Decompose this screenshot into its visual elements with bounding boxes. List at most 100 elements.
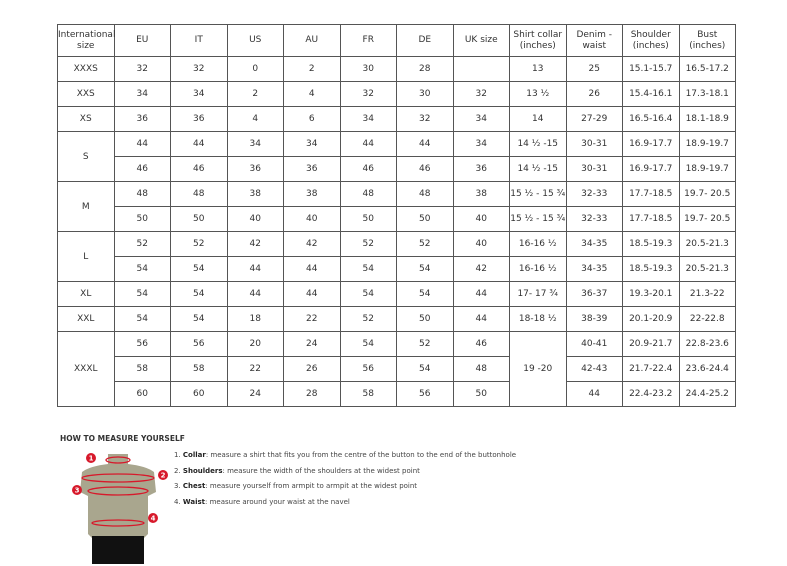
table-cell: 52	[170, 231, 228, 257]
table-cell: 32-33	[565, 206, 623, 232]
measurement-step: 4. Waist: measure around your waist at t…	[174, 498, 516, 514]
table-cell: 14	[509, 106, 567, 132]
table-cell: 44	[113, 131, 171, 157]
step-number: 4.	[174, 498, 181, 507]
table-cell: 34	[226, 131, 284, 157]
column-header: IT	[170, 24, 228, 57]
table-cell: 44	[452, 306, 510, 332]
table-cell: 18.5-19.3	[622, 231, 680, 257]
table-cell: 54	[396, 256, 454, 282]
table-cell: 40	[452, 206, 510, 232]
table-cell: 44	[283, 281, 341, 307]
table-cell: 44	[396, 131, 454, 157]
step-text: : measure the width of the shoulders at …	[222, 466, 420, 475]
measurement-steps: 1. Collar: measure a shirt that fits you…	[174, 451, 516, 514]
column-header: Shirt collar (inches)	[509, 24, 567, 57]
size-label: XL	[57, 281, 115, 307]
table-cell: 46	[113, 156, 171, 182]
table-cell: 44	[565, 381, 623, 407]
table-cell: 24	[283, 331, 341, 357]
table-row: L 52 52 42 42 52 52 40 16-16 ½ 34-35 18.5-19.3 20.5…	[57, 231, 736, 282]
table-cell: 18.5-19.3	[622, 256, 680, 282]
table-row: XL 54 54 44 44 54 54 44 17- 17 ¾ 36-37 19.3-20.1 21…	[57, 281, 736, 307]
table-cell: 42	[452, 256, 510, 282]
table-cell: 54	[170, 306, 228, 332]
table-cell: 56	[339, 356, 397, 382]
table-cell: 34	[339, 106, 397, 132]
table-cell: 38	[283, 181, 341, 207]
table-cell: 46	[170, 156, 228, 182]
table-cell: 52	[113, 231, 171, 257]
table-cell: 36	[452, 156, 510, 182]
table-cell: 17- 17 ¾	[509, 281, 567, 307]
svg-text:4: 4	[151, 515, 156, 523]
table-cell: 54	[170, 256, 228, 282]
table-cell: 54	[339, 256, 397, 282]
step-term: Waist	[182, 498, 206, 507]
column-header: Denim - waist	[565, 24, 623, 57]
table-cell: 15.1-15.7	[622, 56, 680, 82]
table-cell: 40	[283, 206, 341, 232]
table-cell: 48	[452, 356, 510, 382]
table-cell: 36	[283, 156, 341, 182]
step-term: Chest	[182, 482, 206, 491]
table-cell: 21.3-22	[678, 281, 736, 307]
table-cell: 15 ½ - 15 ¾	[509, 181, 567, 207]
table-cell: 36	[226, 156, 284, 182]
table-cell: 54	[113, 306, 171, 332]
table-cell: 46	[396, 156, 454, 182]
table-cell: 44	[226, 256, 284, 282]
table-cell: 52	[396, 231, 454, 257]
table-row: XXL 54 54 18 22 52 50 44 18-18 ½ 38-39 20.1-20.9 22…	[57, 306, 736, 332]
table-cell: 46	[339, 156, 397, 182]
table-cell: 30-31	[565, 131, 623, 157]
table-cell: 24	[226, 381, 284, 407]
table-cell: 4	[283, 81, 341, 107]
table-cell: 48	[170, 181, 228, 207]
step-text: : measure yourself from armpit to armpit…	[205, 482, 418, 491]
table-cell: 28	[283, 381, 341, 407]
table-cell: 44	[452, 281, 510, 307]
table-row: 50 50 40 40 50 50 40 15 ½ - 15 ¾ 32-33 17.7-18.5 1…	[58, 206, 736, 232]
table-cell: 32	[396, 106, 454, 132]
table-row: XXXL 56 56 20 24 54 52 46 19 -20 40-41 20.9-21.7 22…	[57, 331, 736, 407]
table-cell: 22-22.8	[678, 306, 736, 332]
table-cell: 24.4-25.2	[678, 381, 736, 407]
table-cell: 54	[113, 256, 171, 282]
table-cell: 50	[396, 206, 454, 232]
table-cell: 50	[170, 206, 228, 232]
table-cell: 44	[283, 256, 341, 282]
table-cell: 18.9-19.7	[678, 131, 736, 157]
table-cell: 34-35	[565, 256, 623, 282]
table-cell: 15.4-16.1	[622, 81, 680, 107]
table-row: 58 58 22 26 56 54 48 42-43 21.7-22.4 23.6-24.4	[58, 356, 736, 382]
column-header: International size	[57, 24, 115, 57]
step-term: Collar	[182, 451, 206, 459]
table-cell: 48	[396, 181, 454, 207]
table-cell: 44	[170, 131, 228, 157]
table-cell	[452, 56, 510, 82]
table-row: M 48 48 38 38 48 48 38 15 ½ - 15 ¾ 32-33 17.7-18.5…	[57, 181, 736, 232]
table-cell: 50	[339, 206, 397, 232]
size-label: XXXS	[57, 56, 115, 82]
table-cell: 21.7-22.4	[622, 356, 680, 382]
svg-text:1: 1	[89, 455, 94, 463]
table-cell: 19.3-20.1	[622, 281, 680, 307]
step-number: 3.	[174, 482, 181, 491]
table-cell: 14 ½ -15	[509, 156, 567, 182]
table-cell: 56	[113, 331, 171, 357]
column-header: US	[226, 24, 284, 57]
step-text: : measure a shirt that fits you from the…	[205, 451, 517, 459]
table-cell: 14 ½ -15	[509, 131, 567, 157]
table-cell: 34	[452, 106, 510, 132]
size-label: S	[57, 131, 115, 182]
table-cell: 26	[283, 356, 341, 382]
table-cell: 26	[565, 81, 623, 107]
column-header: DE	[396, 24, 454, 57]
table-cell: 20.1-20.9	[622, 306, 680, 332]
column-header: AU	[283, 24, 341, 57]
table-cell: 16-16 ½	[509, 256, 567, 282]
table-cell: 19.7- 20.5	[678, 206, 736, 232]
size-label: XXL	[57, 306, 115, 332]
table-cell: 48	[339, 181, 397, 207]
